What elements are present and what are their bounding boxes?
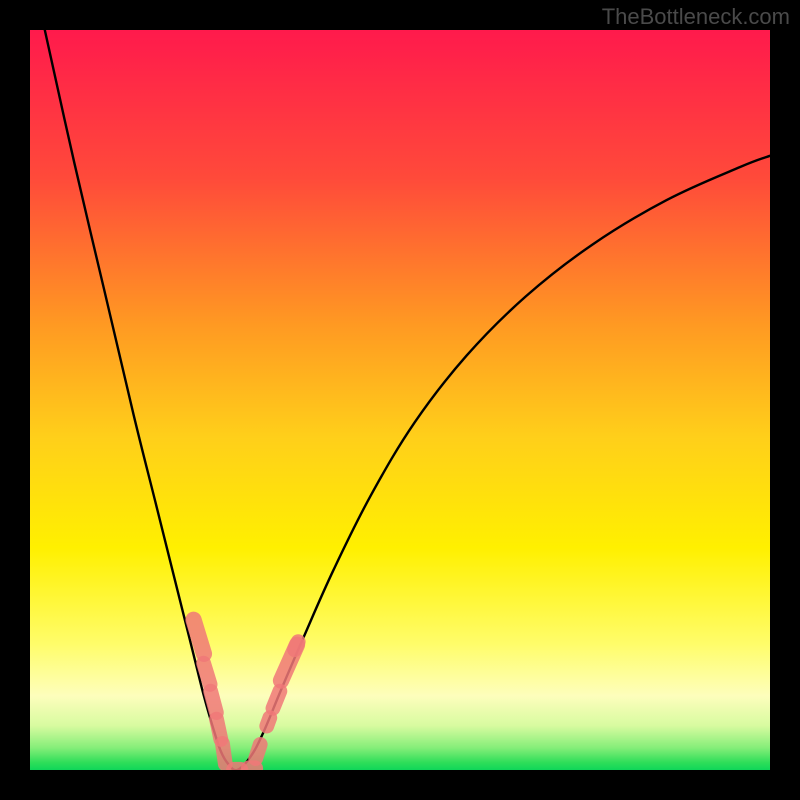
plot-area <box>30 30 770 770</box>
gradient-background <box>30 30 770 770</box>
watermark-text: TheBottleneck.com <box>602 4 790 30</box>
chart-container: TheBottleneck.com <box>0 0 800 800</box>
bottleneck-chart <box>30 30 770 770</box>
